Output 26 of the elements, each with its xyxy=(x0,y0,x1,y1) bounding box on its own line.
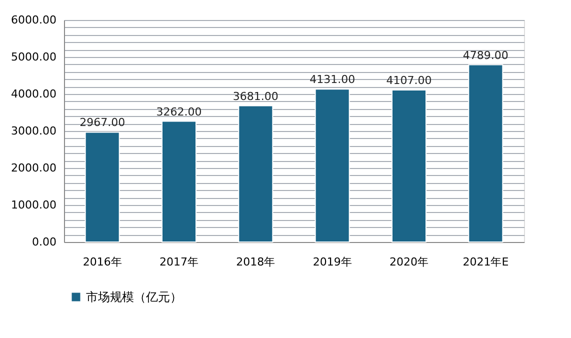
y-tick-label: 2000.00 xyxy=(11,162,56,174)
text: 4107.00 xyxy=(386,74,432,88)
text: 3262.00 xyxy=(156,105,202,118)
y-tick-label: 6000.00 xyxy=(11,14,56,26)
text: 3681.00 xyxy=(232,90,278,103)
x-tick-label: 2021年E xyxy=(462,256,509,268)
x-tick-label: 2019年 xyxy=(312,256,352,268)
text: 4131.00 xyxy=(310,73,356,86)
x-tick-label: 2018年 xyxy=(236,256,276,268)
y-tick-label: 3000.00 xyxy=(11,124,56,138)
x-tick-label: 2016年 xyxy=(82,256,122,268)
text: 2967.00 xyxy=(80,116,126,130)
y-tick-label: 5000.00 xyxy=(11,50,56,64)
legend-label: 市场规模（亿元） xyxy=(86,290,182,304)
bar xyxy=(314,88,350,242)
x-tick-label: 2020年 xyxy=(390,256,428,268)
text: 4789.00 xyxy=(462,48,508,62)
bar xyxy=(84,132,120,242)
y-tick-label: 1000.00 xyxy=(11,198,56,212)
bar xyxy=(468,64,504,242)
x-tick-label: 2017年 xyxy=(160,256,198,268)
bar xyxy=(238,105,274,242)
bar xyxy=(162,120,196,242)
bar xyxy=(392,90,426,242)
y-tick-label: 0.00 xyxy=(32,236,56,248)
y-tick-label: 4000.00 xyxy=(11,88,56,100)
